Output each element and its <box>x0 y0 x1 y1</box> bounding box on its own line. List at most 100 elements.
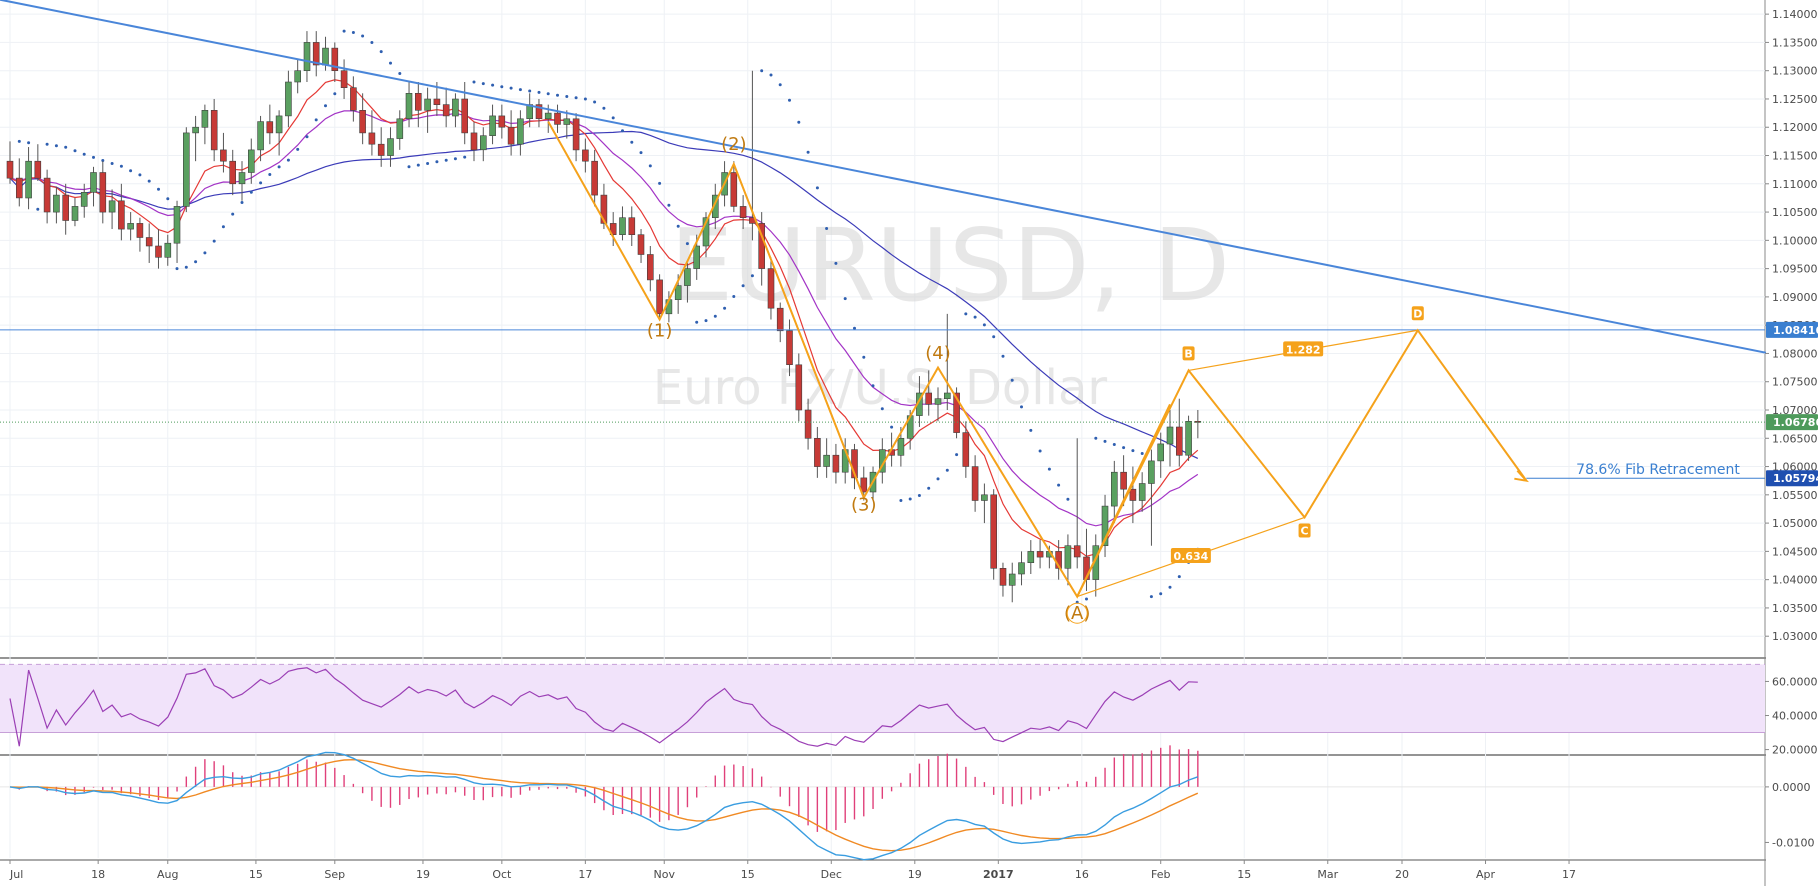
sar-dot <box>407 165 411 169</box>
price-tick-label: 1.07500 <box>1772 376 1818 389</box>
price-tick-label: 1.09000 <box>1772 291 1818 304</box>
candle-down <box>609 223 617 235</box>
sar-dot <box>73 149 77 153</box>
sar-dot <box>138 173 142 177</box>
candle-down <box>220 149 227 162</box>
sar-dot <box>1140 452 1144 455</box>
price-tick-label: 1.11500 <box>1772 150 1818 163</box>
sar-dot <box>880 407 884 411</box>
candle-down <box>136 223 144 238</box>
candle-up <box>294 70 302 83</box>
sar-dot <box>268 173 272 176</box>
sar-dot <box>955 453 959 457</box>
sar-dot <box>611 116 615 120</box>
sar-dot <box>463 155 467 159</box>
candle-down <box>582 149 589 162</box>
sar-dot <box>945 468 949 472</box>
sar-dot <box>843 297 847 301</box>
candle-down <box>1129 488 1137 501</box>
wave-label: (2) <box>721 134 747 155</box>
candle-up <box>396 118 404 139</box>
candle-down <box>925 392 933 405</box>
candle-up <box>387 138 394 156</box>
sar-dot <box>1020 405 1023 409</box>
sar-dot <box>676 224 680 228</box>
sar-dot <box>927 486 931 490</box>
sar-dot <box>370 41 374 44</box>
time-tick-label: Apr <box>1476 868 1496 881</box>
candle-down <box>368 132 376 145</box>
candle-up <box>303 42 311 72</box>
candle-up <box>127 223 134 230</box>
harmonic-point-marker <box>1182 346 1195 361</box>
sar-dot <box>815 186 819 190</box>
sar-dot <box>324 104 327 108</box>
sar-dot <box>351 31 355 34</box>
candle-down <box>433 98 441 105</box>
sar-dot <box>1103 439 1107 443</box>
sar-dot <box>64 145 68 149</box>
price-axis: 1.14000 1.13500 1.13000 1.12500 1.12000 1.115… <box>1765 0 1820 886</box>
sar-dot <box>936 477 940 481</box>
price-tag <box>1766 414 1818 431</box>
sar-dot <box>17 139 21 143</box>
sar-dot <box>27 141 31 145</box>
ratio-label: 0.634 <box>1173 550 1208 563</box>
sar-dot <box>286 158 290 162</box>
candle-down <box>990 494 998 569</box>
candle-up <box>1185 420 1192 456</box>
sar-dot <box>908 497 912 501</box>
sar-dot <box>658 181 662 185</box>
macd-line <box>9 751 1199 861</box>
candle-down <box>637 234 645 255</box>
candle-down <box>498 115 506 128</box>
sar-dot <box>528 89 532 93</box>
candle-down <box>591 160 598 196</box>
wave-label: (4) <box>925 343 951 364</box>
candle-up <box>257 121 264 151</box>
candle-up <box>405 93 413 120</box>
candle-up <box>517 118 524 145</box>
candle-up <box>544 112 552 120</box>
sar-dot <box>119 164 123 168</box>
price-tag <box>1766 470 1818 487</box>
price-tick-label: 1.07000 <box>1772 404 1818 417</box>
candle-down <box>99 172 107 213</box>
sar-dot <box>992 335 996 339</box>
candle-up <box>275 115 283 134</box>
sar-dot <box>621 129 624 133</box>
time-tick-label: 2017 <box>983 868 1014 881</box>
candle-down <box>804 409 812 439</box>
candle-down <box>145 237 153 247</box>
time-tick-label: 19 <box>416 868 430 881</box>
harmonic-point-label: D <box>1413 307 1422 320</box>
sar-dot <box>92 155 95 159</box>
candle-down <box>34 160 42 179</box>
candle-down <box>414 93 422 111</box>
candle-down <box>1176 426 1183 456</box>
sar-dot <box>964 312 968 316</box>
sar-dot <box>147 179 151 183</box>
candle-up <box>71 206 79 221</box>
sar-dot <box>648 164 652 168</box>
sar-dot <box>175 267 179 271</box>
sar-dot <box>630 140 634 144</box>
candle-up <box>563 118 571 125</box>
candle-up <box>934 398 942 405</box>
sar-dot <box>54 144 58 148</box>
sar-dot <box>342 29 346 33</box>
candle-up <box>192 126 199 134</box>
sar-dot <box>695 320 699 324</box>
candle-up <box>322 47 329 66</box>
sar-dot <box>314 118 318 122</box>
sar-dot <box>101 159 105 162</box>
candle-down <box>470 132 478 151</box>
sar-dot <box>203 251 207 255</box>
price-tick-label: 1.10000 <box>1772 234 1818 247</box>
candle-up <box>702 217 710 247</box>
candle-down <box>795 364 803 411</box>
time-tick-label: Oct <box>492 868 512 881</box>
sar-dot <box>788 98 791 102</box>
price-tag-label: 1.08416 <box>1773 324 1820 337</box>
